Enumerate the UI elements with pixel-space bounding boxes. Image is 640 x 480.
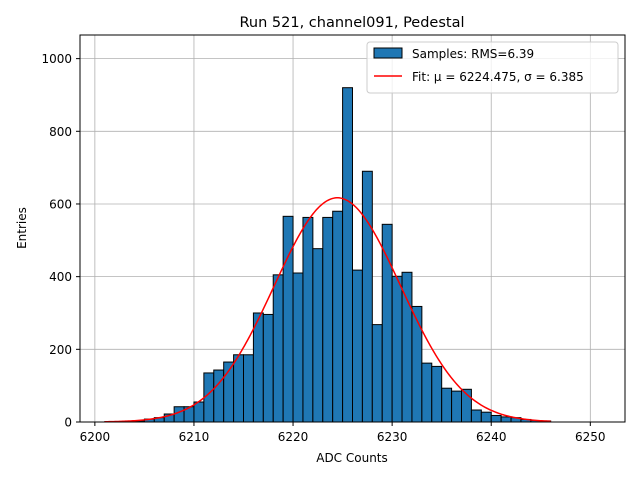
- histogram-bar: [262, 313, 274, 423]
- legend-swatch-samples: [373, 47, 403, 59]
- gaussian-fit-curve: [104, 197, 551, 423]
- y-tick-label: 400: [49, 270, 72, 284]
- x-tick-label: 6210: [179, 430, 210, 444]
- legend-label-samples: Samples: RMS=6.39: [412, 47, 534, 61]
- histogram-bar: [252, 312, 264, 423]
- histogram-bar: [500, 416, 512, 423]
- histogram-bar: [441, 387, 453, 423]
- histogram-bar: [282, 215, 294, 423]
- y-tick-label: 600: [49, 197, 72, 211]
- histogram-bar: [322, 216, 334, 423]
- histogram-bar: [451, 390, 463, 423]
- legend-label-fit: Fit: μ = 6224.475, σ = 6.385: [412, 70, 584, 84]
- histogram-bar: [332, 210, 344, 423]
- histogram-bar: [371, 324, 383, 423]
- histogram-bar: [352, 269, 363, 423]
- y-tick-label: 0: [64, 416, 72, 430]
- x-tick-label: 6240: [476, 430, 507, 444]
- x-tick-label: 6250: [575, 430, 606, 444]
- histogram-bar: [421, 362, 433, 423]
- x-tick-label: 6220: [278, 430, 309, 444]
- histogram-bar: [342, 87, 354, 423]
- y-tick-label: 200: [49, 343, 72, 357]
- histogram-bar: [193, 401, 205, 423]
- x-tick-label: 6230: [377, 430, 408, 444]
- x-axis-ticks: 6200 6210 6220 6230 6240 6250: [80, 422, 606, 444]
- histogram-bar: [411, 305, 423, 423]
- legend: Samples: RMS=6.39 Fit: μ = 6224.475, σ =…: [366, 41, 619, 94]
- histogram-bar: [213, 369, 225, 423]
- y-tick-label: 800: [49, 125, 72, 139]
- histogram-bar: [381, 223, 393, 423]
- histogram-bar: [302, 216, 314, 423]
- histogram-bar: [490, 414, 502, 423]
- histogram-bar: [480, 411, 492, 423]
- plot-frame: [79, 34, 626, 423]
- histogram-bar: [431, 365, 443, 423]
- histogram-bars: [104, 87, 552, 423]
- x-axis-label: ADC Counts: [316, 451, 388, 465]
- y-tick-label: 1000: [41, 52, 72, 66]
- histogram-bar: [173, 406, 185, 423]
- y-axis-ticks: 0 200 400 600 800 1000: [41, 52, 80, 430]
- y-axis-label: Entries: [15, 207, 29, 249]
- histogram-bar: [391, 275, 403, 423]
- legend-box: [366, 41, 619, 94]
- chart-title: Run 521, channel091, Pedestal: [239, 15, 464, 31]
- histogram-bar: [401, 271, 413, 423]
- fit-curve-layer: [104, 197, 551, 423]
- histogram-bar: [292, 272, 304, 423]
- histogram-bar: [243, 354, 254, 423]
- histogram-bar: [361, 170, 373, 423]
- histogram-bar: [312, 248, 324, 423]
- histogram-bar: [233, 354, 245, 423]
- x-tick-label: 6200: [80, 430, 111, 444]
- histogram-bar: [470, 409, 482, 423]
- histogram-bar: [272, 274, 284, 423]
